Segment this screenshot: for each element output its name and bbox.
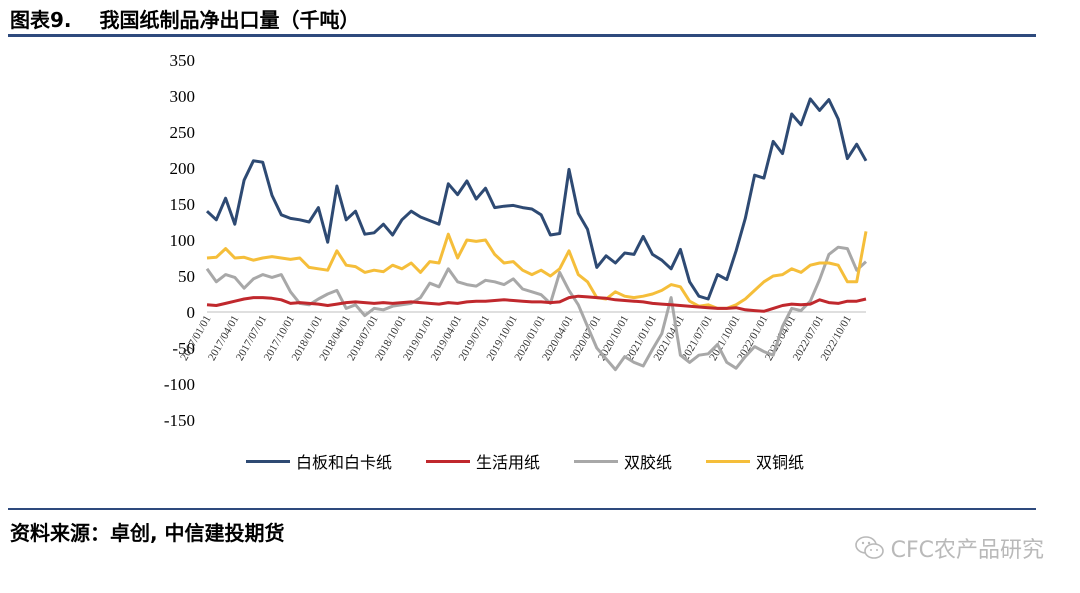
chart-title: 我国纸制品净出口量（千吨） <box>99 8 360 32</box>
watermark: CFC农产品研究 <box>854 532 1044 564</box>
legend-item-offset: 双胶纸 <box>574 449 672 473</box>
legend-swatch <box>574 459 619 463</box>
line-offset-paper <box>205 245 868 372</box>
legend-label: 双铜纸 <box>756 453 805 472</box>
legend-swatch <box>706 459 751 463</box>
legend-label: 生活用纸 <box>476 453 541 472</box>
y-tick-label: -100 <box>164 375 195 394</box>
y-tick-label: 100 <box>170 231 196 250</box>
y-tick-label: -50 <box>172 339 195 358</box>
y-tick-label: 250 <box>170 123 196 142</box>
y-tick-label: 50 <box>178 267 195 286</box>
source-note: 资料来源：卓创, 中信建投期货 <box>10 521 285 545</box>
footer-divider <box>8 508 1036 510</box>
legend-item-coated: 双铜纸 <box>706 449 804 473</box>
watermark-text: CFC农产品研究 <box>890 538 1044 563</box>
y-axis: 350 300 250 200 150 100 50 0 -50 -100 -150 <box>164 51 195 430</box>
y-tick-label: 350 <box>170 51 196 70</box>
y-tick-label: 200 <box>170 159 196 178</box>
series-lines <box>205 97 868 372</box>
legend-label: 双胶纸 <box>624 453 673 472</box>
figure-label: 图表9. <box>10 8 72 32</box>
y-tick-label: 0 <box>187 303 196 322</box>
legend-item-white-board: 白板和白卡纸 <box>246 449 392 473</box>
legend-swatch <box>426 459 471 463</box>
line-coated-paper <box>206 231 868 310</box>
y-tick-label: 150 <box>170 195 196 214</box>
y-tick-label: 300 <box>170 87 196 106</box>
wechat-icon <box>854 535 885 561</box>
legend-swatch <box>246 459 290 463</box>
header-divider <box>8 34 1036 37</box>
y-tick-label: -150 <box>164 411 195 430</box>
legend-item-tissue: 生活用纸 <box>426 449 540 473</box>
legend-label: 白板和白卡纸 <box>296 453 393 472</box>
x-axis: 2017/01/012017/04/012017/07/012017/10/01… <box>178 311 866 363</box>
line-tissue-paper <box>206 294 867 313</box>
chart-legend: 白板和白卡纸 生活用纸 双胶纸 双铜纸 <box>246 449 804 473</box>
figure-title: 图表9. 我国纸制品净出口量（千吨） <box>10 4 360 33</box>
line-white-board-card <box>205 97 868 301</box>
